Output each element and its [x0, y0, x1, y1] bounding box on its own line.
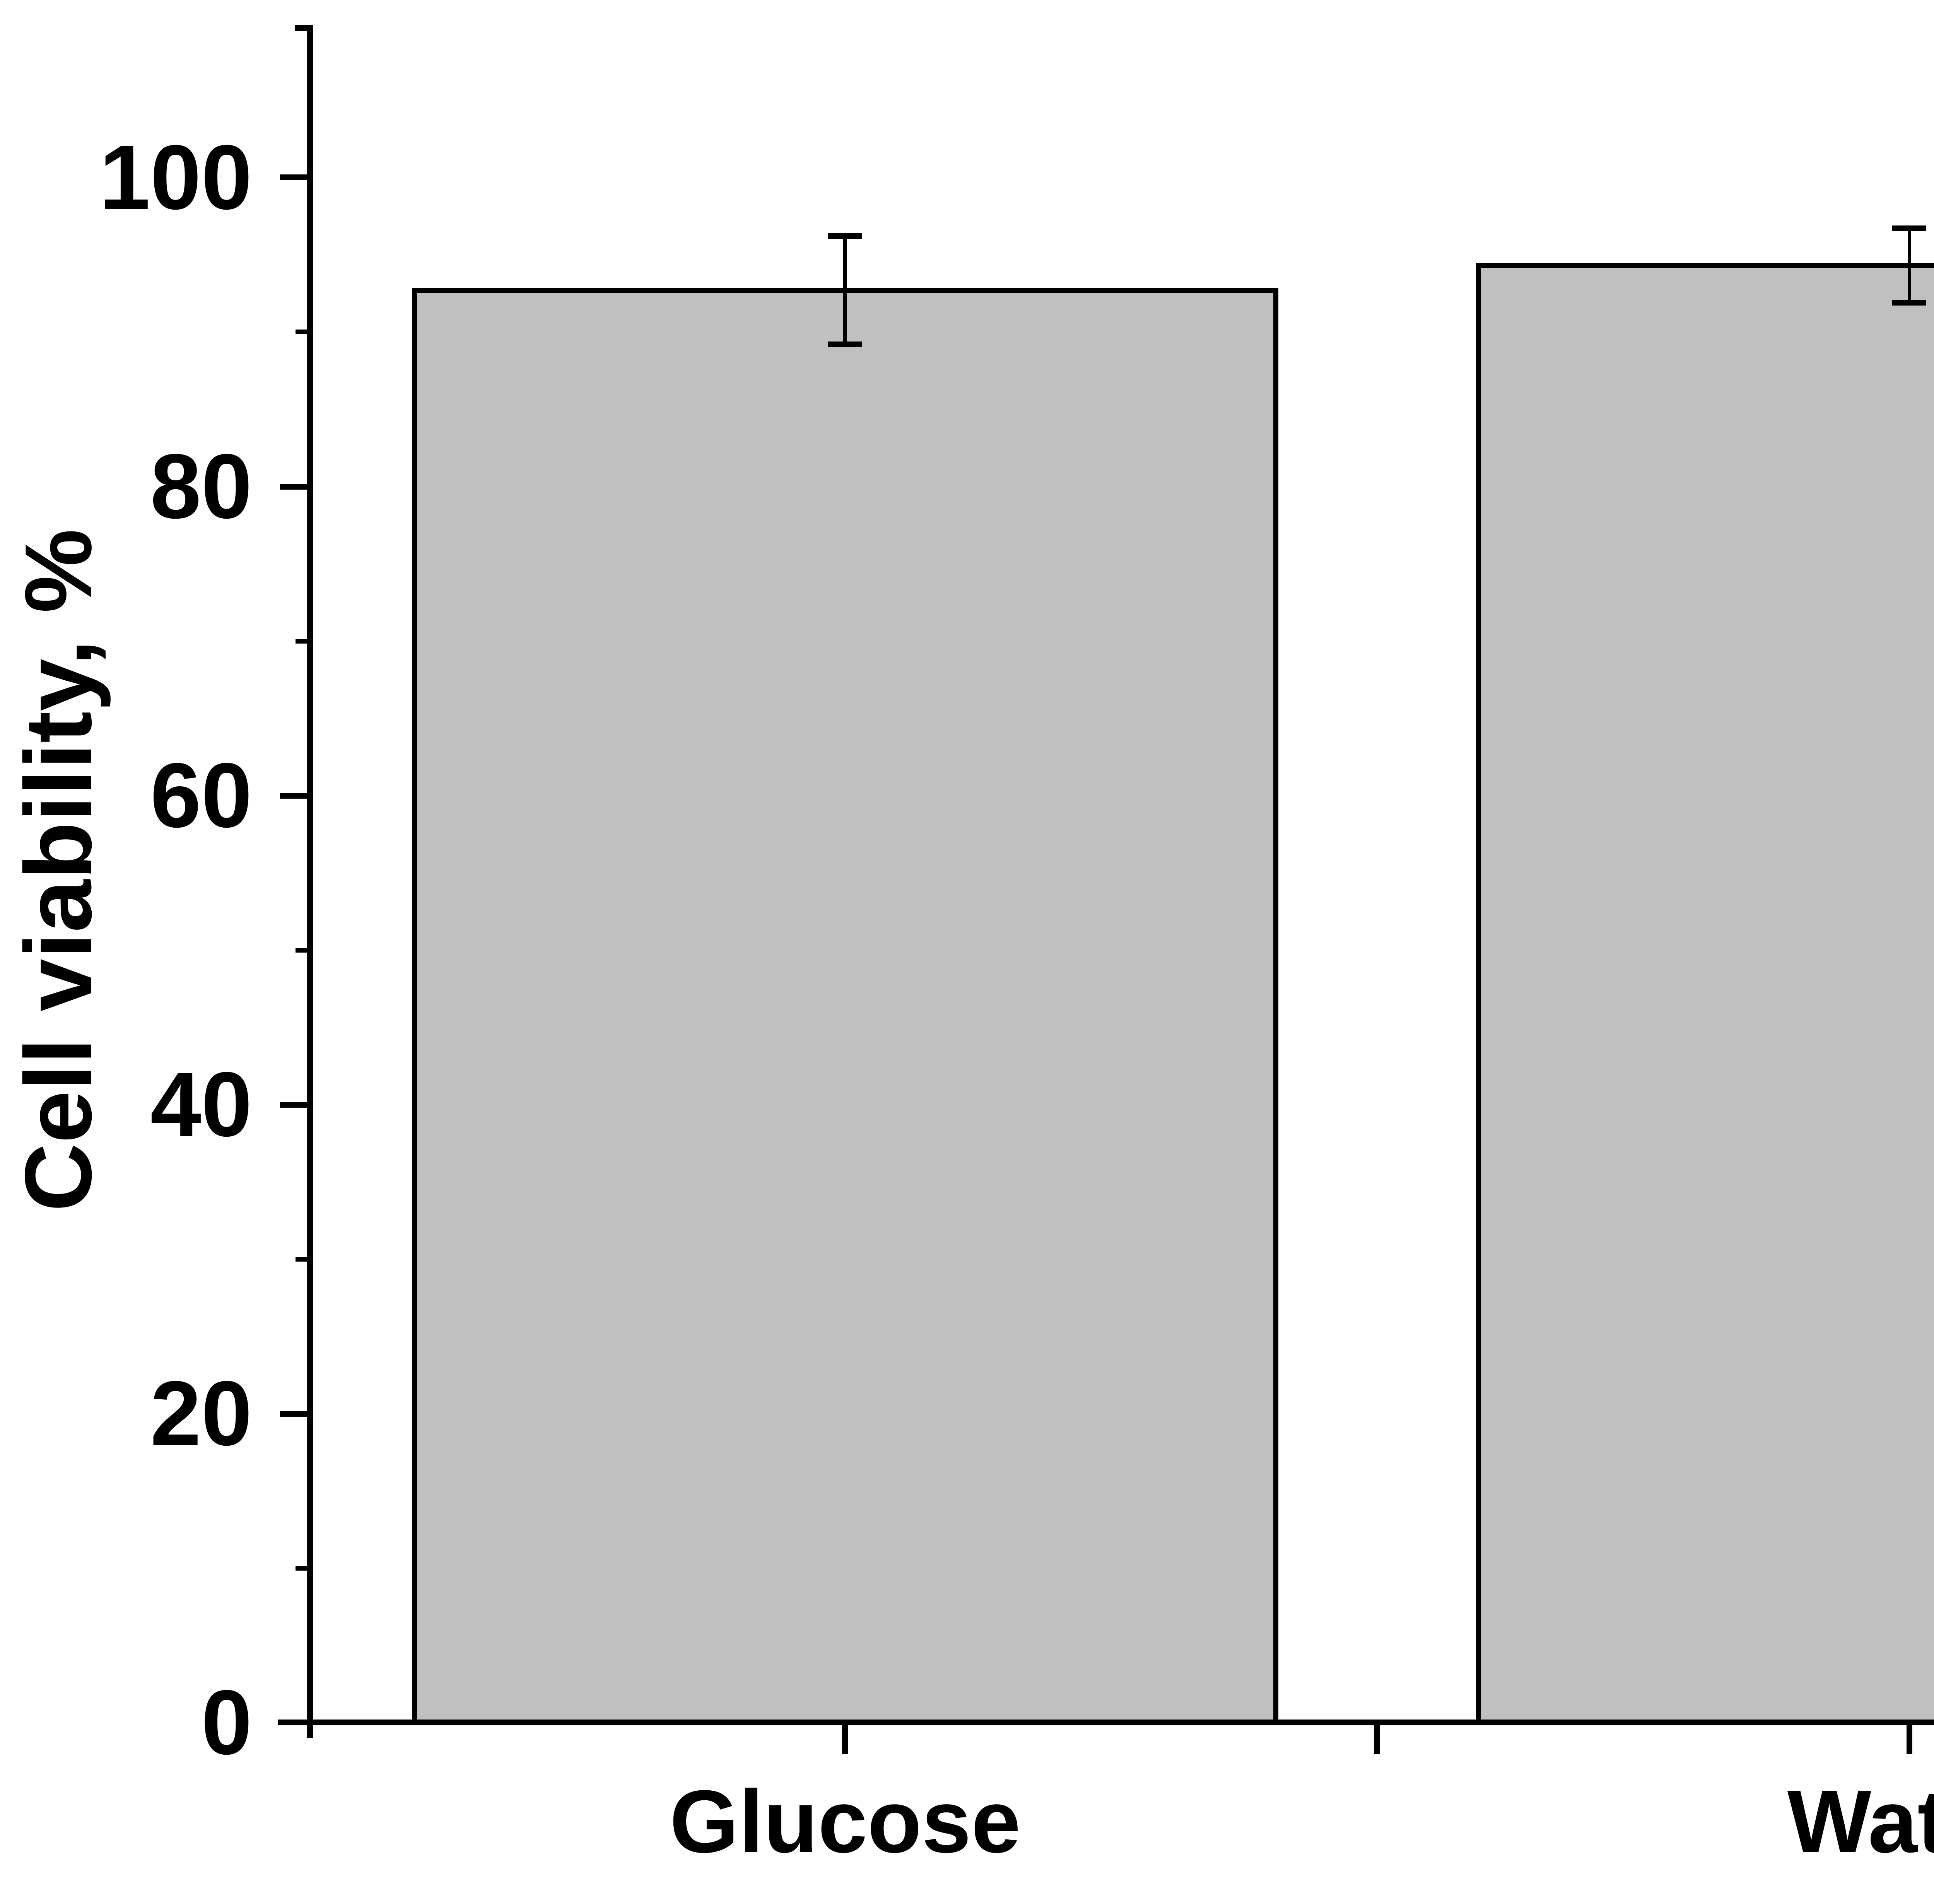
x-axis-line: [278, 1720, 1934, 1725]
y-minor-tick: [296, 639, 313, 644]
y-minor-tick: [296, 1566, 313, 1571]
error-bar-cap-top: [828, 233, 862, 239]
category-label-glucose: Glucose: [670, 1772, 1021, 1871]
error-bar-cap-bottom: [1892, 300, 1926, 306]
category-label-water: Water: [1787, 1772, 1934, 1871]
bar-glucose: [412, 288, 1278, 1720]
y-tick-label: 20: [150, 1362, 252, 1465]
y-tick-label: 40: [150, 1053, 252, 1156]
y-tick-label: 80: [150, 435, 252, 538]
y-axis-end-tick: [295, 25, 313, 31]
y-major-tick: [280, 793, 313, 799]
y-axis-line: [307, 25, 313, 1738]
y-tick-label: 100: [99, 126, 252, 229]
x-category-tick: [842, 1725, 848, 1754]
y-major-tick: [280, 1411, 313, 1417]
error-bar-line: [843, 236, 847, 345]
y-minor-tick: [296, 1257, 313, 1262]
x-boundary-tick: [1374, 1725, 1380, 1754]
y-minor-tick: [296, 330, 313, 334]
error-bar-cap-bottom: [828, 342, 862, 347]
error-bar-cap-top: [1892, 225, 1926, 231]
y-major-tick: [280, 174, 313, 180]
y-major-tick: [280, 484, 313, 490]
y-major-tick: [280, 1102, 313, 1108]
y-minor-tick: [296, 948, 313, 953]
y-axis-title: Cell viability, %: [5, 529, 111, 1212]
error-bar-line: [1908, 229, 1911, 303]
y-tick-label: 60: [150, 744, 252, 847]
y-tick-label: 0: [201, 1671, 252, 1774]
bar-water: [1476, 263, 1934, 1720]
x-category-tick: [1907, 1725, 1912, 1754]
